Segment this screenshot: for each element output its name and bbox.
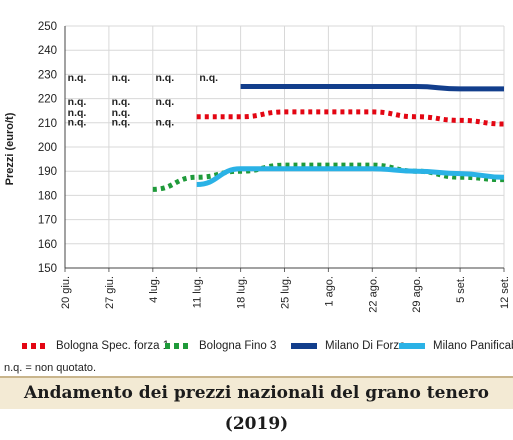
nq-label: n.q. — [68, 117, 87, 129]
nq-label: n.q. — [112, 117, 131, 129]
y-tick-label: 250 — [38, 21, 57, 33]
chart-grid — [65, 26, 504, 268]
legend-label: Milano Panificabile — [433, 340, 513, 352]
series-line-3 — [197, 169, 504, 185]
y-tick-label: 170 — [38, 215, 57, 227]
x-axis: 20 giu. 27 giu. 4 lug. 11 lug. 18 lug. 25 lug… — [60, 268, 511, 313]
legend-swatch — [399, 343, 425, 349]
y-axis-label: Prezzi (euro/t) — [4, 112, 16, 185]
series-line-2 — [241, 87, 504, 89]
x-tick-label: 5 set. — [455, 276, 467, 303]
chart-legend: Bologna Spec. forza 1 Bologna Fino 3 Milan… — [0, 336, 513, 356]
y-tick-label: 150 — [38, 263, 57, 275]
legend-label: Bologna Fino 3 — [199, 340, 276, 352]
nq-label: n.q. — [155, 72, 174, 84]
y-tick-label: 190 — [38, 166, 57, 178]
x-tick-label: 1 ago. — [323, 276, 335, 307]
y-tick-label: 160 — [38, 239, 57, 251]
y-tick-label: 230 — [38, 69, 57, 81]
x-tick-label: 29 ago. — [411, 276, 423, 313]
x-tick-label: 20 giu. — [60, 276, 72, 309]
y-tick-label: 180 — [38, 190, 57, 202]
x-tick-label: 25 lug. — [280, 276, 292, 309]
legend-item: Bologna Spec. forza 1 — [22, 336, 169, 356]
nq-annotations: n.q.n.q.n.q.n.q.n.q.n.q.n.q.n.q.n.q.n.q.… — [68, 72, 218, 129]
x-tick-label: 18 lug. — [236, 276, 248, 309]
legend-label: Bologna Spec. forza 1 — [56, 340, 169, 352]
nq-label: n.q. — [112, 72, 131, 84]
legend-swatch — [291, 343, 317, 349]
series-line-0 — [197, 112, 504, 124]
legend-item: Milano Di Forza — [291, 336, 406, 356]
chart-title: Andamento dei prezzi nazionali del grano… — [0, 378, 513, 409]
x-tick-label: 27 giu. — [104, 276, 116, 309]
nq-label: n.q. — [155, 117, 174, 129]
y-tick-label: 210 — [38, 118, 57, 130]
x-tick-label: 22 ago. — [367, 276, 379, 313]
legend-swatch — [165, 343, 191, 349]
legend-item: Bologna Fino 3 — [165, 336, 276, 356]
legend-swatch — [22, 343, 48, 349]
legend-item: Milano Panificabile — [399, 336, 513, 356]
y-axis: 150 160 170 180 190 200 210 220 230 240 250 — [38, 21, 65, 275]
footnote: n.q. = non quotato. — [4, 362, 96, 374]
legend-label: Milano Di Forza — [325, 340, 406, 352]
nq-label: n.q. — [68, 72, 87, 84]
x-tick-label: 11 lug. — [192, 276, 204, 308]
y-tick-label: 200 — [38, 142, 57, 154]
x-tick-label: 12 set. — [499, 276, 511, 309]
y-tick-label: 240 — [38, 45, 57, 57]
y-tick-label: 220 — [38, 94, 57, 106]
x-tick-label: 4 lug. — [148, 276, 160, 303]
nq-label: n.q. — [199, 72, 218, 84]
nq-label: n.q. — [155, 96, 174, 108]
